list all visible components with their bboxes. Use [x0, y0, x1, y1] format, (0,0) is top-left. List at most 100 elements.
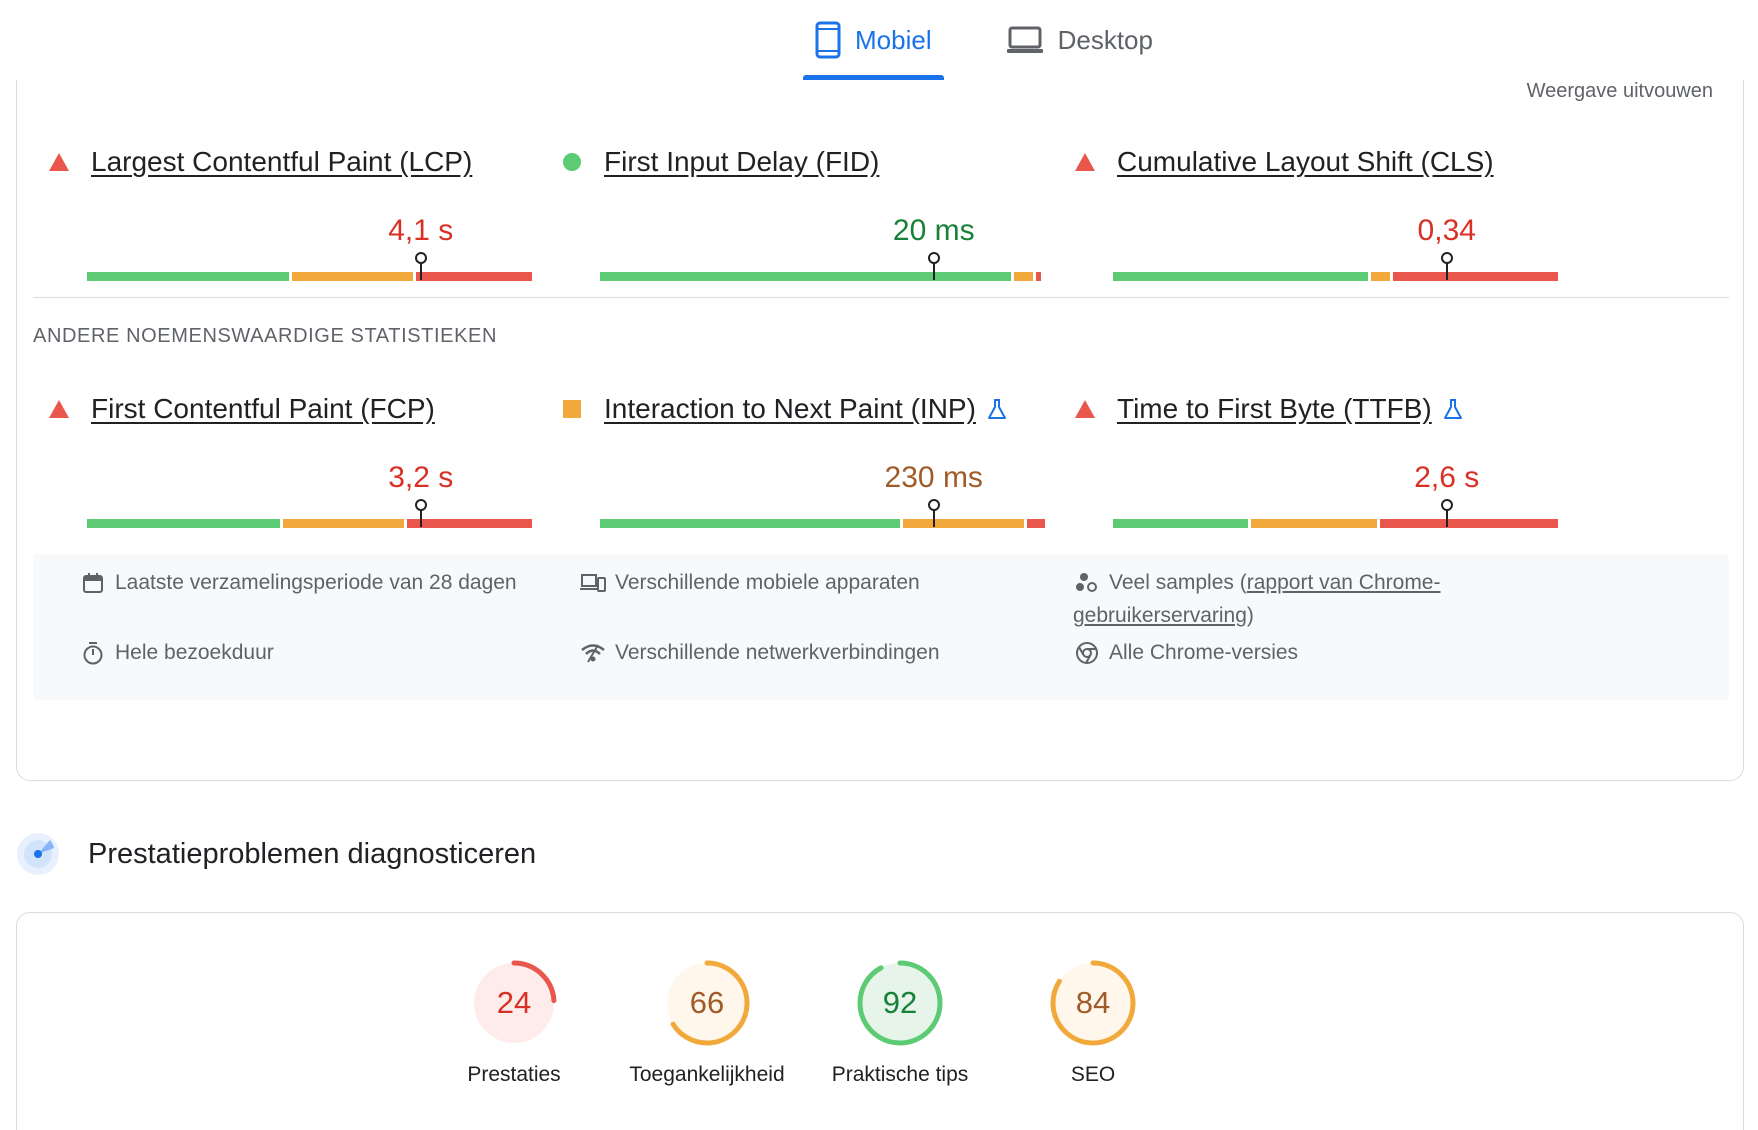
tab-mobiel-label: Mobiel — [855, 24, 932, 55]
chrome-icon — [1073, 636, 1101, 669]
bar-segment-good — [87, 519, 280, 528]
diagnose-heading: Prestatieproblemen diagnosticeren — [16, 832, 536, 876]
field-data-card: Weergave uitvouwen Largest Contentful Pa… — [16, 80, 1744, 781]
distribution-bar — [1113, 252, 1558, 281]
metric-card: Cumulative Layout Shift (CLS) 0,34 — [1071, 146, 1591, 286]
bar-segment-needs-improvement — [902, 519, 1025, 528]
poor-triangle-icon — [1071, 148, 1099, 176]
distribution-bar — [87, 499, 532, 528]
score-label: Prestaties — [467, 1063, 561, 1086]
experimental-flask-icon[interactable] — [986, 398, 1008, 420]
score-value: 92 — [882, 985, 918, 1020]
bar-segment-poor — [1027, 519, 1045, 528]
crux-report-link[interactable]: rapport van Chrome-gebruikerservaring — [1073, 571, 1441, 627]
metric-name-line: Cumulative Layout Shift (CLS) — [1071, 146, 1494, 178]
smartphone-icon — [815, 21, 841, 59]
diagnose-radar-icon — [16, 832, 60, 876]
percentile-marker — [927, 499, 940, 527]
percentile-marker — [414, 499, 427, 527]
bar-segment-needs-improvement — [1013, 272, 1034, 281]
score-gauge[interactable]: 66 Toegankelijkheid — [607, 957, 807, 1087]
good-circle-icon — [558, 148, 586, 176]
metric-value: 4,1 s — [388, 214, 454, 247]
metric-name-line: First Input Delay (FID) — [558, 146, 879, 178]
metric-value: 0,34 — [1417, 214, 1476, 247]
distribution-bar — [600, 499, 1045, 528]
metric-name-line: Interaction to Next Paint (INP) — [558, 393, 1008, 425]
metric-value: 20 ms — [892, 214, 975, 247]
metric-name-line: Time to First Byte (TTFB) — [1071, 393, 1464, 425]
metric-name-line: First Contentful Paint (FCP) — [45, 393, 435, 425]
device-tabs: Mobiel Desktop — [0, 0, 1758, 80]
wifi-icon — [579, 636, 607, 669]
metric-value: 2,6 s — [1414, 461, 1480, 494]
tab-desktop[interactable]: Desktop — [994, 0, 1165, 80]
score-value: 66 — [689, 985, 725, 1020]
bar-segment-poor — [1036, 272, 1041, 281]
poor-triangle-icon — [45, 148, 73, 176]
info-network: Verschillende netwerkverbindingen — [579, 636, 940, 669]
metric-card: Time to First Byte (TTFB) 2,6 s — [1071, 393, 1591, 533]
gauge-ring — [857, 960, 943, 1046]
metric-card: Interaction to Next Paint (INP) 230 ms — [558, 393, 1078, 533]
metric-name-link[interactable]: Largest Contentful Paint (LCP) — [91, 146, 473, 177]
metric-card: First Contentful Paint (FCP) 3,2 s — [45, 393, 565, 533]
expand-view-link[interactable]: Weergave uitvouwen — [1526, 80, 1713, 102]
gauge-ring — [1050, 960, 1136, 1046]
score-gauge[interactable]: 92 Praktische tips — [800, 957, 1000, 1087]
section-divider — [33, 297, 1729, 298]
other-metrics-row: First Contentful Paint (FCP) 3,2 s Interac… — [17, 393, 1745, 533]
gauge-ring — [471, 960, 557, 1046]
metric-name-link[interactable]: Time to First Byte (TTFB) — [1117, 393, 1432, 424]
average-square-icon — [558, 395, 586, 423]
data-info-box: Laatste verzamelingsperiode van 28 dagen… — [33, 554, 1729, 700]
bar-segment-good — [87, 272, 289, 281]
bar-segment-needs-improvement — [1250, 519, 1377, 528]
info-duration: Hele bezoekduur — [79, 636, 274, 669]
bar-segment-good — [600, 519, 900, 528]
distribution-bar — [87, 252, 532, 281]
score-label: Praktische tips — [831, 1063, 969, 1086]
metric-name-line: Largest Contentful Paint (LCP) — [45, 146, 472, 178]
bar-segment-good — [600, 272, 1011, 281]
metric-name-link[interactable]: Cumulative Layout Shift (CLS) — [1117, 146, 1494, 177]
metric-card: Largest Contentful Paint (LCP) 4,1 s — [45, 146, 565, 286]
score-value: 84 — [1075, 985, 1111, 1020]
poor-triangle-icon — [1071, 395, 1099, 423]
laptop-icon — [1006, 25, 1044, 55]
diagnose-title: Prestatieproblemen diagnosticeren — [88, 837, 537, 870]
bar-segment-good — [1113, 519, 1248, 528]
bar-segment-needs-improvement — [282, 519, 405, 528]
bar-segment-poor — [416, 272, 532, 281]
score-gauge[interactable]: 24 Prestaties — [414, 957, 614, 1087]
bar-segment-good — [1113, 272, 1369, 281]
group-dots-icon — [1073, 566, 1101, 599]
metric-name-link[interactable]: First Input Delay (FID) — [604, 146, 880, 177]
bar-segment-needs-improvement — [291, 272, 414, 281]
info-chrome: Alle Chrome-versies — [1073, 636, 1298, 669]
metric-name-link[interactable]: First Contentful Paint (FCP) — [91, 393, 435, 424]
score-value: 24 — [496, 985, 532, 1020]
distribution-bar — [1113, 499, 1558, 528]
poor-triangle-icon — [45, 395, 73, 423]
bar-segment-needs-improvement — [1371, 272, 1391, 281]
devices-icon — [579, 566, 607, 599]
score-label: Toegankelijkheid — [629, 1063, 785, 1086]
bar-segment-poor — [1380, 519, 1558, 528]
score-gauge[interactable]: 84 SEO — [993, 957, 1193, 1087]
info-devices: Verschillende mobiele apparaten — [579, 566, 920, 599]
experimental-flask-icon[interactable] — [1442, 398, 1464, 420]
percentile-marker — [1440, 499, 1453, 527]
tab-mobiel[interactable]: Mobiel — [803, 0, 944, 80]
core-metrics-row: Largest Contentful Paint (LCP) 4,1 s First… — [17, 146, 1745, 286]
calendar-icon — [79, 566, 107, 599]
bar-segment-poor — [1393, 272, 1558, 281]
bar-segment-poor — [407, 519, 532, 528]
metric-card: First Input Delay (FID) 20 ms — [558, 146, 1078, 286]
timer-icon — [79, 636, 107, 669]
other-metrics-title: ANDERE NOEMENSWAARDIGE STATISTIEKEN — [33, 325, 498, 347]
score-label: SEO — [1070, 1063, 1116, 1086]
scores-card: 24 Prestaties 66 Toegankelijkheid 92 Praktisc… — [16, 912, 1744, 1130]
metric-name-link[interactable]: Interaction to Next Paint (INP) — [604, 393, 976, 424]
metric-value: 230 ms — [884, 461, 983, 494]
